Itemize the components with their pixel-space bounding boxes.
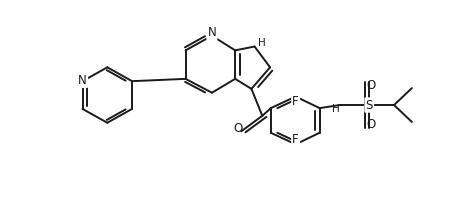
Text: H: H (258, 38, 266, 48)
Text: O: O (233, 121, 242, 135)
Text: O: O (366, 79, 376, 92)
Text: O: O (366, 118, 376, 131)
Text: F: F (292, 95, 299, 108)
Text: F: F (292, 133, 299, 146)
Text: N: N (208, 26, 216, 39)
Text: H: H (332, 104, 340, 114)
Text: S: S (365, 99, 373, 111)
Text: N: N (78, 74, 87, 87)
